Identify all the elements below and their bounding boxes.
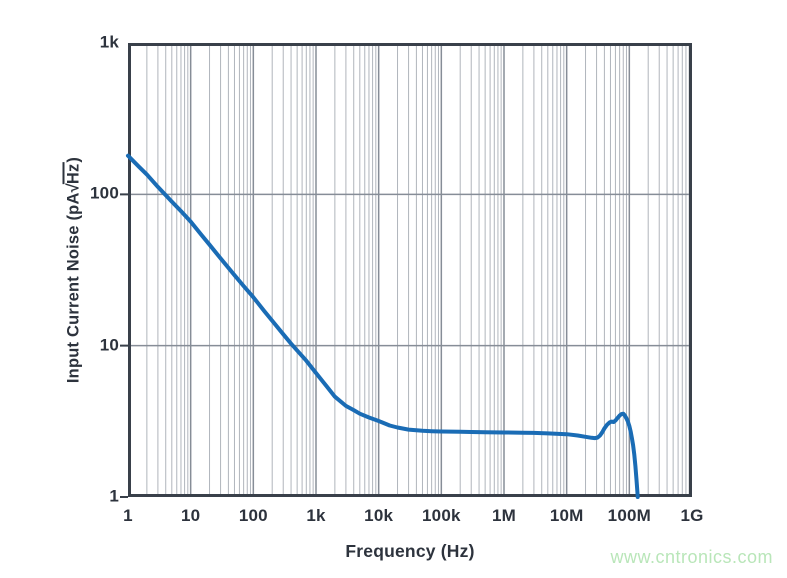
minor-gridlines: [146, 43, 690, 497]
x-tick-label: 10M: [549, 506, 584, 525]
y-tick-label: 1k: [99, 32, 119, 52]
x-tick-label: 100M: [607, 506, 651, 525]
plot-border: [128, 43, 692, 497]
x-tick-label: 1k: [306, 506, 326, 525]
major-gridlines: [189, 43, 631, 497]
x-tick-label: 10k: [364, 506, 394, 525]
x-tick-label: 100: [238, 506, 268, 525]
y-tick-marks: [120, 193, 128, 498]
noise-curve: [126, 153, 640, 499]
y-tick-labels: 1k 100 10 1: [0, 0, 119, 578]
x-axis-title: Frequency (Hz): [345, 541, 475, 561]
x-tick-label: 10: [181, 506, 201, 525]
x-tick-label: 100k: [422, 506, 461, 525]
x-tick-label: 1: [123, 506, 133, 525]
x-tick-label: 1M: [491, 506, 517, 525]
watermark-text: www.cntronics.com: [610, 547, 773, 567]
y-tick-label: 1: [109, 486, 119, 506]
horizontal-gridlines: [128, 193, 692, 347]
x-tick-labels: 1 10 100 1k 10k 100k 1M 10M 100M 1G: [0, 506, 787, 530]
plot-area-svg: [120, 43, 692, 499]
x-tick-label: 1G: [680, 506, 704, 525]
y-tick-label: 100: [90, 183, 119, 203]
y-tick-label: 10: [99, 335, 119, 355]
